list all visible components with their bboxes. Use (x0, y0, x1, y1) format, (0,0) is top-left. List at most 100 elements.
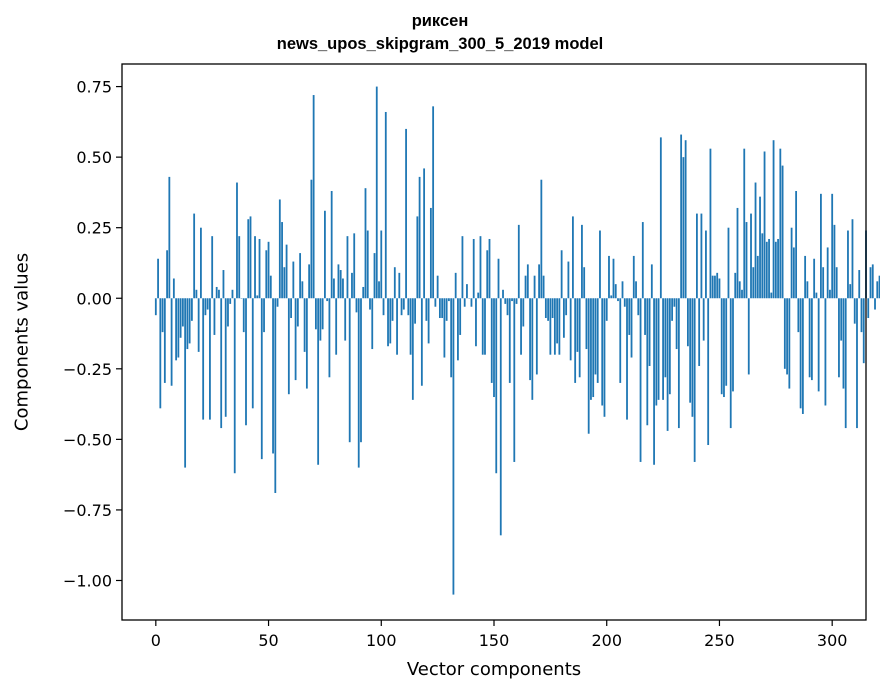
bar-219 (648, 298, 651, 366)
bar-69 (310, 179, 313, 299)
bar-126 (438, 298, 441, 319)
bar-247 (711, 275, 714, 299)
bar-55 (278, 199, 281, 299)
bar-118 (420, 298, 423, 386)
bar-189 (581, 224, 583, 299)
bar-318 (871, 264, 874, 299)
bar-250 (718, 278, 721, 299)
bar-94 (366, 230, 369, 299)
bar-229 (671, 298, 674, 321)
bar-232 (677, 298, 680, 429)
bar-25 (211, 236, 214, 299)
bar-95 (369, 298, 371, 310)
bar-31 (224, 298, 227, 417)
bar-282 (790, 227, 793, 299)
bar-63 (296, 298, 299, 327)
x-tick-label: 150 (479, 631, 510, 650)
bar-78 (330, 191, 333, 299)
bar-237 (689, 298, 692, 403)
bar-284 (795, 191, 798, 299)
bar-114 (411, 298, 414, 400)
bar-202 (610, 295, 613, 299)
bar-289 (806, 281, 809, 299)
bar-162 (520, 298, 522, 355)
bar-292 (813, 258, 816, 299)
bar-41 (247, 219, 250, 299)
bar-110 (402, 298, 405, 310)
bar-12 (181, 298, 184, 327)
bar-82 (339, 270, 342, 299)
bar-124 (434, 298, 437, 307)
bar-230 (673, 298, 676, 307)
chart-title-line-1: риксен (411, 12, 469, 30)
bar-107 (396, 298, 398, 355)
bar-102 (384, 111, 387, 299)
bar-143 (477, 292, 480, 299)
bar-92 (362, 286, 365, 299)
bar-136 (461, 236, 464, 299)
x-axis-label: Vector components (406, 659, 582, 680)
x-tick-label: 0 (151, 631, 161, 650)
bar-73 (319, 298, 322, 341)
bar-245 (707, 298, 710, 446)
bar-234 (682, 157, 685, 299)
bar-299 (829, 289, 831, 299)
bar-188 (578, 298, 581, 378)
y-tick-label: 0.75 (76, 78, 112, 97)
bar-243 (702, 298, 705, 341)
bar-30 (222, 270, 225, 299)
bar-72 (317, 298, 320, 465)
bar-218 (646, 298, 649, 426)
bar-90 (357, 298, 360, 468)
bar-185 (572, 216, 574, 299)
bar-238 (691, 298, 694, 417)
bar-244 (705, 230, 707, 299)
bar-87 (351, 272, 353, 299)
bar-83 (342, 278, 344, 299)
bar-151 (495, 298, 498, 474)
bar-225 (662, 298, 664, 400)
bar-140 (470, 298, 473, 307)
bar-242 (700, 213, 703, 299)
bar-157 (508, 298, 511, 383)
bar-13 (184, 298, 187, 468)
bar-148 (488, 238, 491, 299)
bar-211 (630, 298, 633, 358)
bar-266 (754, 182, 757, 299)
bar-4 (163, 298, 166, 383)
bar-175 (549, 298, 552, 355)
bar-199 (603, 298, 606, 417)
bar-204 (614, 284, 617, 299)
bar-17 (193, 213, 196, 299)
bar-180 (560, 250, 563, 299)
bar-98 (375, 86, 378, 299)
bar-109 (400, 298, 403, 316)
bar-67 (305, 298, 308, 389)
y-axis-ticks: 0.75 0.50 0.25 0.00 −0.25 −0.50 −0.75 −1.00 (63, 78, 122, 590)
bar-231 (675, 298, 678, 350)
bar-283 (792, 247, 795, 299)
y-tick-label: −1.00 (63, 571, 112, 590)
bar-264 (750, 213, 752, 299)
bar-206 (619, 298, 622, 383)
bar-226 (664, 298, 667, 378)
bar-23 (206, 298, 209, 310)
bar-0 (154, 298, 157, 316)
bar-165 (526, 264, 529, 299)
bar-290 (808, 298, 811, 378)
bar-40 (245, 298, 247, 426)
bar-257 (734, 272, 737, 299)
bar-203 (612, 258, 615, 299)
bar-268 (759, 196, 761, 299)
bar-240 (696, 213, 698, 299)
bar-300 (831, 193, 834, 299)
y-tick-label: −0.75 (63, 501, 112, 520)
bar-26 (213, 298, 216, 335)
y-tick-label: −0.25 (63, 360, 112, 379)
bar-103 (387, 298, 389, 347)
bar-297 (824, 298, 827, 406)
bar-79 (333, 278, 335, 299)
bar-317 (869, 267, 872, 299)
bar-117 (418, 176, 421, 299)
